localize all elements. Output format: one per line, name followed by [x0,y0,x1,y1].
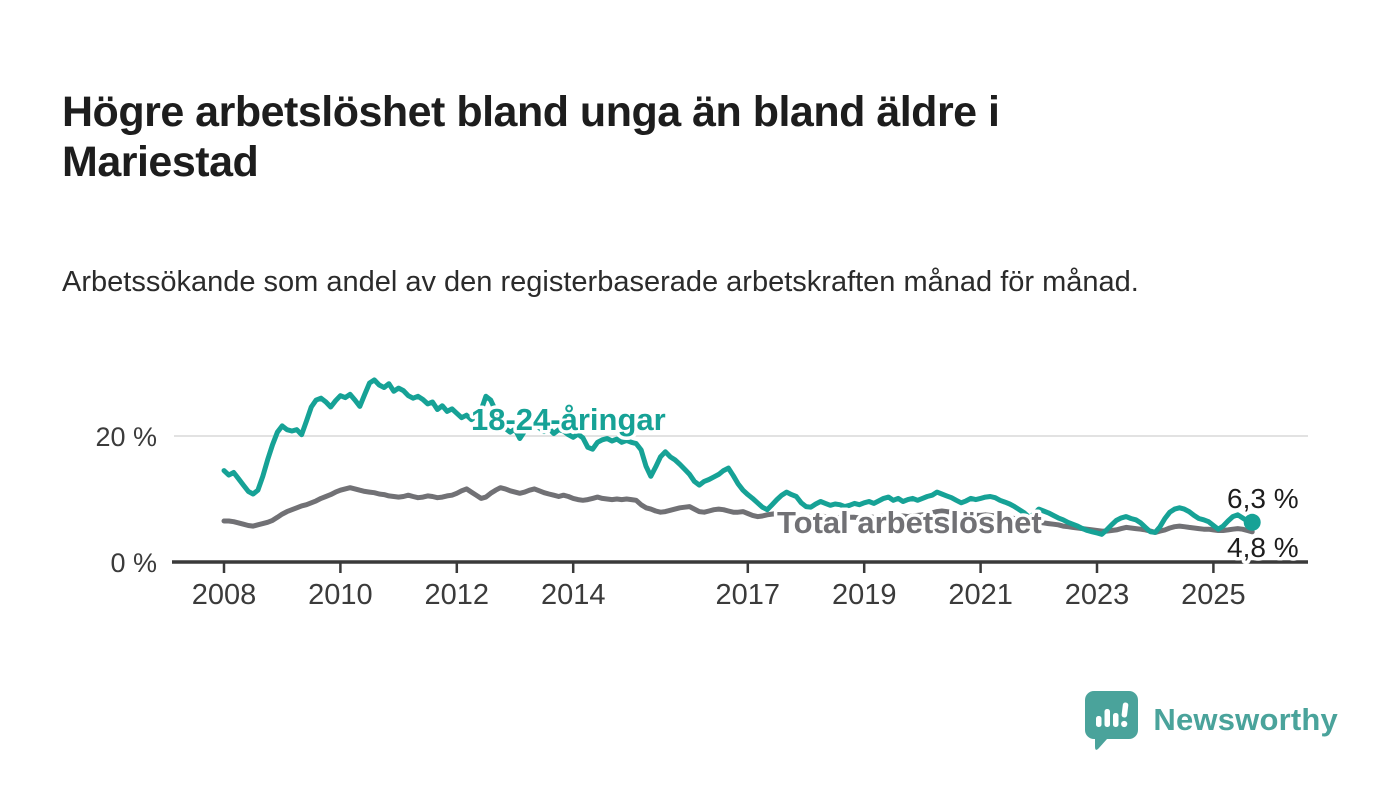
series-end-value: 6,3 % [1227,483,1299,514]
x-tick-label: 2025 [1181,579,1246,611]
series-line [221,485,1255,535]
page-title: Högre arbetslöshet bland unga än bland ä… [62,87,1000,186]
brand-name: Newsworthy [1153,702,1338,737]
y-tick-label: 0 % [110,548,157,578]
x-tick-label: 2019 [832,579,897,611]
series-label: Total arbetslöshet [777,505,1042,540]
chart-subtitle: Arbetssökande som andel av den registerb… [62,266,1139,298]
x-tick-label: 2023 [1065,579,1130,611]
logo-bar-3 [1113,713,1119,727]
logo-bubble [1085,691,1139,750]
y-tick-label: 20 % [95,422,157,452]
x-tick-label: 2008 [192,579,257,611]
x-tick-label: 2010 [308,579,373,611]
x-tick-label: 2014 [541,579,606,611]
brand-footer: Newsworthy [1085,690,1338,750]
series-line [221,377,1255,537]
series-end-dot [1243,513,1261,531]
series-label: 18-24-åringar [471,402,666,437]
x-tick-label: 2021 [948,579,1013,611]
series-end-value: 4,8 % [1227,532,1299,563]
logo-bar-1 [1096,716,1102,727]
logo-bar-2 [1104,709,1111,727]
x-tick-label: 2017 [716,579,781,611]
logo-exclamation-dot [1121,720,1128,728]
x-tick-label: 2012 [425,579,490,611]
newsworthy-logo-icon [1085,691,1139,750]
logo-exclamation-bar [1121,702,1129,718]
